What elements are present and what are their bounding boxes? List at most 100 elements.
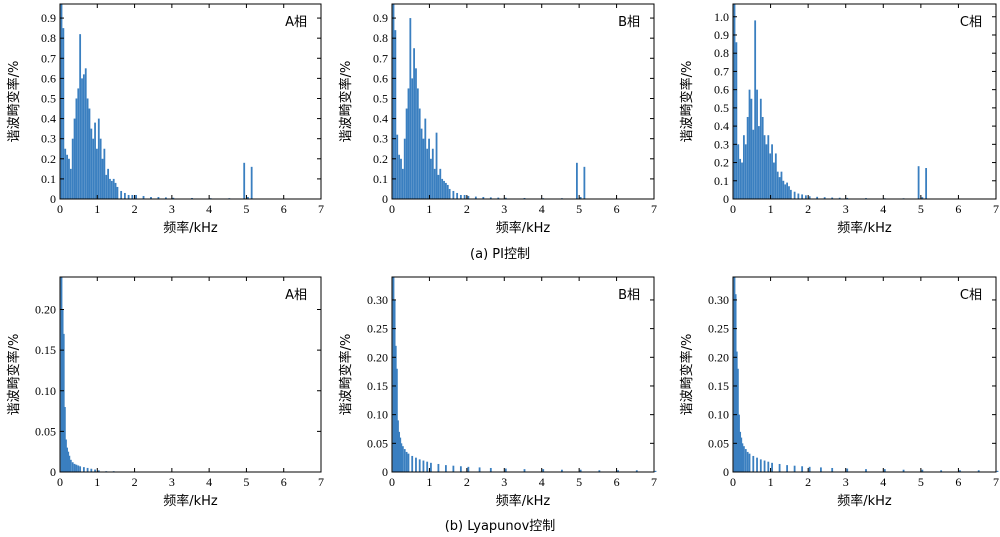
- bar: [741, 443, 744, 472]
- y-tick-label: 0.3: [41, 132, 56, 146]
- bar: [395, 368, 398, 472]
- bar: [778, 463, 781, 472]
- y-tick-label: 0.25: [367, 322, 388, 336]
- y-tick-label: 0.1: [373, 172, 388, 186]
- bar: [75, 464, 78, 472]
- bar: [756, 457, 758, 472]
- y-tick-label: 0.10: [367, 408, 388, 422]
- bar: [403, 138, 406, 199]
- x-tick-label: 5: [576, 475, 582, 489]
- bar: [105, 174, 108, 199]
- bar: [846, 468, 849, 472]
- bar: [925, 168, 928, 199]
- x-tick-label: 0: [389, 475, 395, 489]
- phase-label: C相: [960, 288, 982, 303]
- bar: [86, 98, 89, 199]
- bar: [765, 144, 768, 199]
- x-tick-label: 3: [843, 475, 849, 489]
- bar: [921, 197, 924, 199]
- bar: [418, 459, 421, 472]
- y-tick-label: 0.1: [41, 172, 56, 186]
- chart-bottom-0: 0 1 2 3 4 5 6 7 0 0.05 0.10 0.15 0.20 频率/kHz 谐波畸变率/% A相: [6, 276, 324, 509]
- y-tick-label: 0.4: [373, 112, 388, 126]
- x-axis-label: 频率/kHz: [163, 220, 218, 236]
- x-tick-label: 2: [464, 202, 470, 216]
- bar: [523, 469, 526, 472]
- bar: [437, 174, 440, 199]
- bar: [418, 108, 421, 199]
- x-tick-label: 6: [955, 475, 961, 489]
- bar: [598, 470, 601, 472]
- bar: [430, 158, 432, 199]
- bar: [424, 118, 427, 199]
- y-tick-label: 0: [50, 192, 56, 206]
- y-tick-label: 0.4: [41, 112, 56, 126]
- bar: [497, 197, 500, 199]
- bar: [88, 108, 91, 199]
- bar: [399, 437, 402, 472]
- bar: [99, 138, 102, 199]
- bar: [523, 197, 526, 199]
- x-axis-label: 频率/kHz: [837, 220, 892, 236]
- caption-top: (a) PI控制: [470, 247, 530, 262]
- y-tick-label: 0.05: [367, 436, 388, 450]
- y-tick-label: 0.2: [41, 152, 56, 166]
- bar: [63, 407, 66, 472]
- bar: [733, 277, 736, 472]
- bar: [94, 122, 96, 199]
- bar: [801, 466, 804, 472]
- bar: [782, 180, 785, 199]
- bar: [66, 447, 68, 473]
- bar: [416, 88, 419, 199]
- x-tick-label: 4: [206, 202, 212, 216]
- y-tick-label: 0.3: [373, 132, 388, 146]
- bar: [79, 34, 82, 200]
- bar: [820, 467, 822, 472]
- bar: [68, 158, 70, 199]
- bar: [398, 431, 401, 472]
- bar: [109, 178, 111, 199]
- bar: [407, 88, 410, 199]
- bar: [744, 144, 747, 199]
- bar: [420, 128, 423, 199]
- x-tick-label: 0: [389, 202, 395, 216]
- bar: [579, 469, 582, 472]
- bar: [101, 158, 104, 199]
- bar: [831, 467, 834, 472]
- x-tick-label: 4: [880, 475, 886, 489]
- y-tick-label: 0.3: [714, 137, 729, 151]
- bar: [959, 470, 961, 472]
- bar: [761, 116, 764, 199]
- bar: [797, 193, 800, 199]
- bar: [405, 451, 408, 472]
- y-tick-label: 0.8: [714, 46, 729, 60]
- bar: [116, 186, 119, 199]
- y-tick-label: 0.9: [714, 28, 729, 42]
- bar: [788, 186, 790, 199]
- y-tick-label: 0.5: [714, 101, 729, 115]
- bar: [69, 459, 72, 472]
- bar: [542, 469, 545, 472]
- phase-label: A相: [285, 288, 307, 303]
- bar: [742, 135, 745, 199]
- bar: [921, 469, 924, 472]
- bar: [392, 4, 395, 199]
- y-tick-label: 1.0: [714, 10, 729, 24]
- y-axis-label: 谐波畸变率/%: [6, 61, 22, 143]
- x-tick-label: 1: [426, 475, 432, 489]
- bar: [426, 148, 429, 199]
- bar: [396, 134, 399, 199]
- bar: [456, 192, 459, 199]
- bar: [443, 180, 445, 199]
- y-tick-label: 0.5: [373, 91, 388, 105]
- bar: [60, 277, 63, 472]
- bar: [758, 126, 760, 199]
- x-tick-label: 3: [501, 475, 507, 489]
- bar: [808, 466, 811, 472]
- bar: [816, 196, 819, 199]
- x-tick-label: 2: [464, 475, 470, 489]
- y-tick-label: 0: [382, 192, 388, 206]
- bar: [744, 449, 747, 472]
- bar: [734, 294, 737, 472]
- bar: [135, 194, 137, 199]
